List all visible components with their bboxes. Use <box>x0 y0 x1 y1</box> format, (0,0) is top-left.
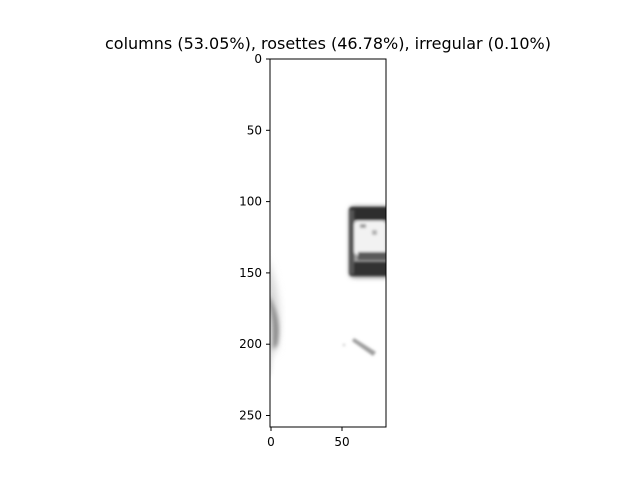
x-tick-label: 50 <box>334 435 349 449</box>
crystal-image <box>270 59 386 427</box>
y-tick-label: 200 <box>239 337 262 351</box>
x-tick-label: 0 <box>267 435 275 449</box>
y-tick: 200 <box>239 337 270 351</box>
y-tick-label: 50 <box>247 123 262 137</box>
y-tick: 100 <box>239 195 270 209</box>
x-tick: 50 <box>334 427 350 449</box>
y-tick-label: 0 <box>254 52 262 66</box>
y-axis: 0 50 100 150 200 250 <box>239 52 270 423</box>
y-tick: 0 <box>254 52 270 66</box>
y-tick-label: 250 <box>239 409 262 423</box>
x-tick: 0 <box>267 427 275 449</box>
x-axis: 0 50 <box>267 427 350 449</box>
small-streak <box>342 338 376 356</box>
y-tick: 250 <box>239 409 270 423</box>
y-tick-label: 150 <box>239 266 262 280</box>
figure-title: columns (53.05%), rosettes (46.78%), irr… <box>105 34 551 53</box>
column-crystal <box>349 206 386 278</box>
axes-frame <box>269 58 387 428</box>
y-tick: 150 <box>239 266 270 280</box>
y-tick-label: 100 <box>239 195 262 209</box>
y-tick: 50 <box>247 123 270 137</box>
